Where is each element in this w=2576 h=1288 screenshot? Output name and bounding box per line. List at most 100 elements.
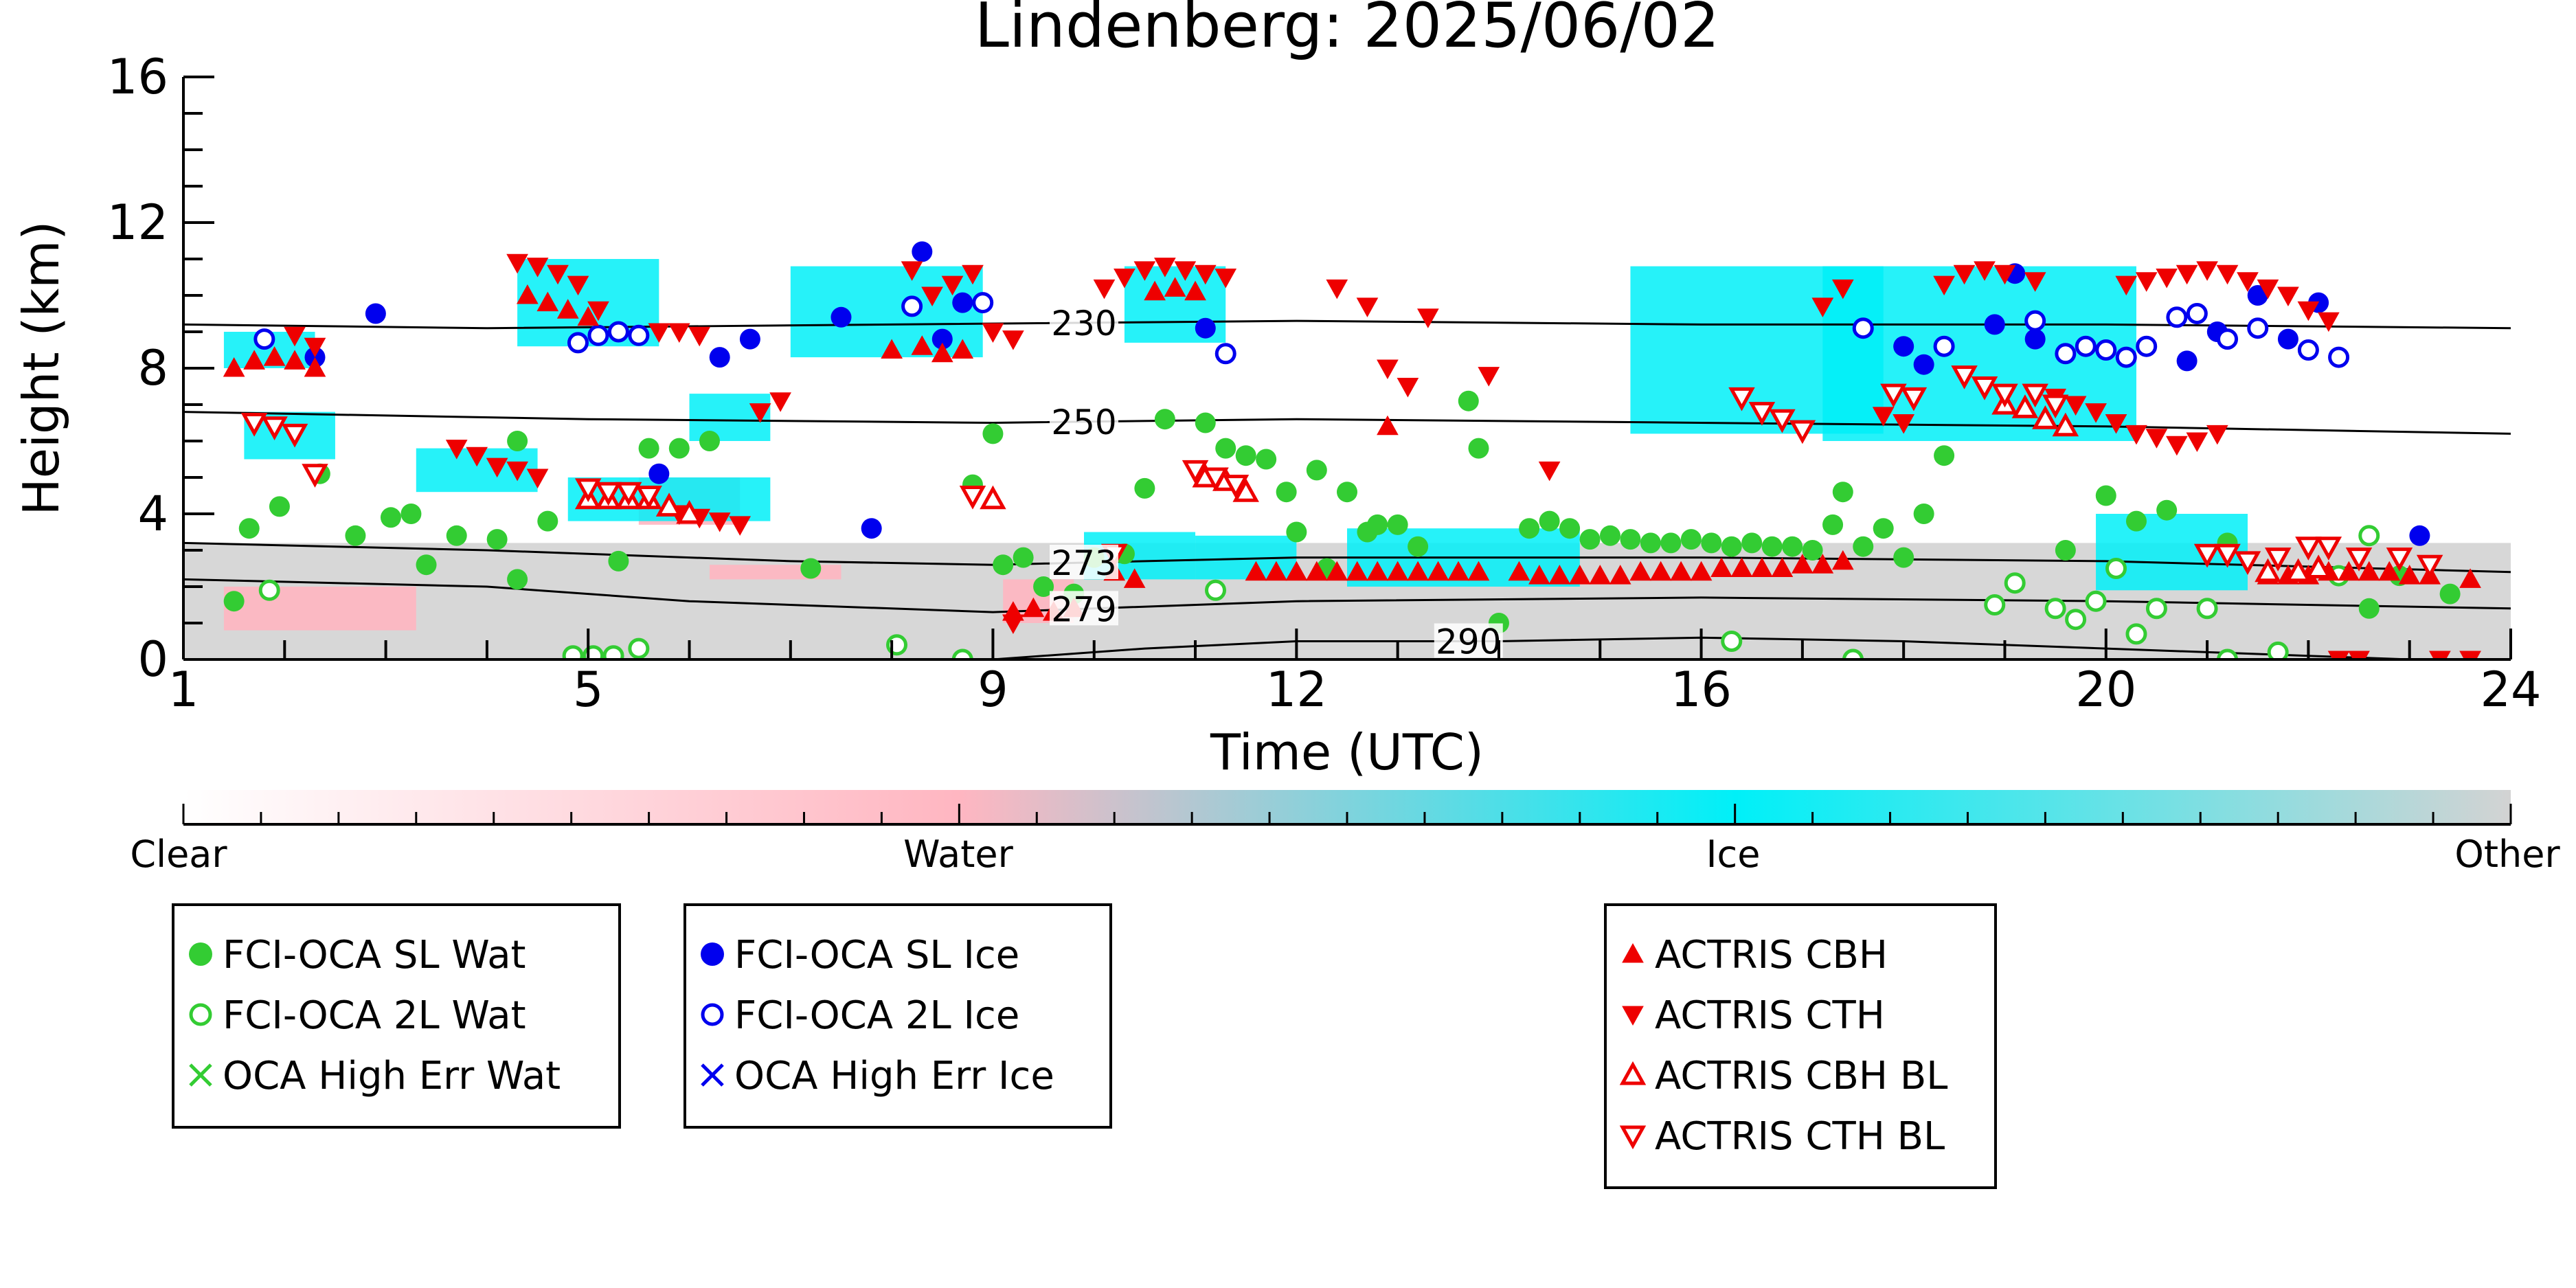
data-point	[1195, 412, 1216, 433]
data-point	[2277, 328, 2298, 350]
data-point	[1002, 330, 1024, 350]
data-point	[2004, 572, 2026, 594]
data-point	[1033, 576, 1054, 597]
data-point	[1769, 409, 1796, 433]
legend-marker-icon	[1619, 1125, 1647, 1150]
data-point	[2297, 339, 2319, 361]
data-point	[1519, 518, 1540, 539]
data-point	[1215, 438, 1236, 459]
legend-marker-icon	[1622, 942, 1644, 963]
data-point	[1154, 258, 1176, 278]
data-point	[284, 350, 306, 370]
data-point	[615, 482, 642, 506]
data-point	[1822, 514, 1844, 535]
x-tick-label: 9	[978, 662, 1008, 718]
data-point	[1811, 297, 1834, 317]
data-point	[1367, 514, 1388, 535]
data-point	[901, 261, 923, 281]
data-point	[1802, 540, 1823, 561]
contour-label-273: 273	[1051, 543, 1116, 583]
data-point	[2055, 540, 2076, 561]
data-point	[1782, 536, 1803, 557]
legend-label: FCI-OCA 2L Ice	[734, 993, 1019, 1038]
legend-item: ACTRIS CTH BL	[1619, 1114, 1945, 1159]
data-point	[2052, 412, 2079, 437]
data-point	[1579, 529, 1601, 550]
data-point	[1305, 561, 1328, 581]
x-tick-label: 24	[2480, 662, 2541, 718]
y-tick-label: 8	[137, 340, 168, 396]
data-point	[304, 337, 326, 358]
legend-item: ACTRIS CTH	[1622, 993, 1885, 1038]
data-point	[2166, 436, 2188, 456]
data-point	[2386, 547, 2413, 572]
data-point	[911, 335, 934, 355]
data-point	[2358, 525, 2380, 547]
data-point	[1568, 565, 1591, 585]
data-point	[284, 326, 306, 347]
legend-label: ACTRIS CTH	[1655, 993, 1885, 1038]
data-point	[2145, 598, 2167, 620]
data-point	[2216, 264, 2239, 285]
legend-box-2: FCI-OCA SL Ice FCI-OCA 2L Ice OCA High Err…	[683, 903, 1112, 1129]
data-point	[223, 591, 245, 612]
data-point	[951, 339, 974, 359]
legend-marker-icon	[189, 1003, 212, 1026]
colorbar-label-water: Water	[903, 833, 1013, 876]
data-point	[2024, 272, 2046, 292]
data-point	[269, 496, 290, 517]
data-point	[2075, 335, 2097, 357]
series-actris-cth-bl	[240, 365, 2443, 579]
data-point	[2255, 558, 2281, 583]
data-point	[595, 482, 622, 506]
legend-label: OCA High Err Wat	[223, 1054, 561, 1098]
data-point	[587, 324, 609, 346]
data-point	[901, 295, 923, 317]
y-axis-label: Height (km)	[12, 221, 70, 516]
data-point	[1205, 579, 1227, 601]
x-tick-label: 20	[2075, 662, 2136, 718]
data-point	[1710, 557, 1732, 577]
data-point	[1195, 317, 1216, 339]
data-point	[1792, 554, 1814, 574]
legend-item: OCA High Err Ice	[701, 1054, 1054, 1098]
data-point	[302, 464, 328, 488]
data-point	[223, 357, 245, 377]
data-point	[2186, 432, 2208, 453]
data-point	[1539, 510, 1560, 532]
data-point	[1194, 264, 1217, 285]
legend-label: ACTRIS CTH BL	[1655, 1114, 1945, 1159]
data-point	[445, 440, 468, 460]
data-point	[1408, 536, 1429, 557]
data-point	[648, 463, 670, 484]
data-point	[1285, 561, 1308, 581]
data-point	[1366, 561, 1389, 581]
data-point	[1528, 565, 1550, 585]
data-point	[2105, 558, 2127, 579]
data-point	[574, 478, 602, 503]
x-axis-label: Time (UTC)	[1210, 723, 1484, 781]
data-point	[972, 292, 994, 314]
data-point	[304, 357, 326, 377]
data-point	[2156, 269, 2178, 289]
data-point	[2105, 414, 2127, 434]
data-point	[1934, 445, 1955, 466]
data-point	[2358, 598, 2380, 619]
legend-item: OCA High Err Wat	[189, 1054, 561, 1098]
contour-label-bg	[1050, 304, 1119, 339]
data-point	[1741, 532, 1763, 554]
x-tick-label: 12	[1266, 662, 1327, 718]
data-point	[1548, 565, 1571, 585]
data-point	[2136, 335, 2158, 357]
legend-item: FCI-OCA SL Wat	[189, 933, 526, 978]
legend-marker-icon	[701, 1003, 724, 1026]
data-point	[2196, 598, 2218, 620]
data-point	[2145, 429, 2168, 449]
series-fci-oca-sl-ice	[304, 241, 2430, 546]
data-point	[261, 416, 288, 440]
data-point	[258, 579, 280, 601]
data-point	[1951, 365, 1978, 389]
contour-label-290: 290	[1436, 622, 1501, 662]
legend-box-3: ACTRIS CBH ACTRIS CTH ACTRIS CBH BL ACTRIS …	[1604, 903, 1997, 1189]
data-point	[2327, 651, 2350, 659]
